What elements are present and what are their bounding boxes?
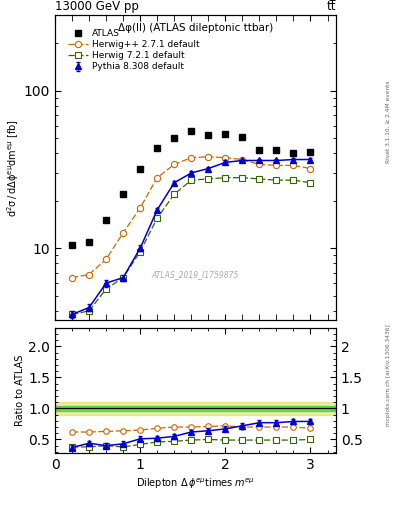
Bar [55, 406, 336, 411]
Bar [55, 402, 336, 415]
ATLAS [257, 147, 262, 153]
Text: tt̅: tt̅ [327, 0, 336, 13]
ATLAS [291, 150, 296, 156]
Herwig 7.2.1 default [291, 177, 296, 183]
Herwig++ 2.7.1 default [104, 256, 108, 262]
ATLAS [155, 145, 160, 152]
Herwig++ 2.7.1 default [291, 162, 296, 168]
Herwig 7.2.1 default [223, 175, 228, 181]
Herwig++ 2.7.1 default [70, 274, 74, 281]
ATLAS [240, 134, 245, 140]
ATLAS [172, 135, 176, 141]
ATLAS [223, 131, 228, 137]
Herwig 7.2.1 default [308, 180, 313, 186]
Herwig++ 2.7.1 default [240, 157, 245, 163]
Herwig 7.2.1 default [104, 286, 108, 292]
Herwig++ 2.7.1 default [257, 161, 262, 167]
Text: ATLAS_2019_I1759875: ATLAS_2019_I1759875 [152, 270, 239, 279]
Herwig 7.2.1 default [189, 177, 194, 183]
ATLAS [87, 239, 92, 245]
Herwig 7.2.1 default [274, 177, 279, 183]
Herwig++ 2.7.1 default [223, 155, 228, 161]
Herwig 7.2.1 default [121, 274, 125, 281]
ATLAS [104, 217, 108, 223]
Text: Rivet 3.1.10, ≥ 2.4M events: Rivet 3.1.10, ≥ 2.4M events [386, 81, 391, 163]
Herwig++ 2.7.1 default [274, 162, 279, 168]
Herwig 7.2.1 default [206, 176, 211, 182]
Herwig++ 2.7.1 default [138, 205, 143, 211]
Herwig++ 2.7.1 default [189, 155, 194, 161]
Y-axis label: Ratio to ATLAS: Ratio to ATLAS [15, 355, 26, 426]
Text: mcplots.cern.ch [arXiv:1306.3436]: mcplots.cern.ch [arXiv:1306.3436] [386, 324, 391, 426]
Herwig 7.2.1 default [70, 311, 74, 317]
X-axis label: Dilepton $\Delta\,\phi^{e\mu}$times $m^{e\mu}$: Dilepton $\Delta\,\phi^{e\mu}$times $m^{… [136, 476, 255, 490]
ATLAS [308, 148, 313, 155]
Herwig++ 2.7.1 default [206, 154, 211, 160]
Herwig++ 2.7.1 default [87, 271, 92, 278]
Herwig 7.2.1 default [138, 249, 143, 255]
Herwig++ 2.7.1 default [308, 165, 313, 172]
Text: 13000 GeV pp: 13000 GeV pp [55, 0, 139, 13]
ATLAS [274, 147, 279, 153]
Line: Herwig 7.2.1 default: Herwig 7.2.1 default [69, 175, 314, 317]
Herwig++ 2.7.1 default [121, 230, 125, 236]
Y-axis label: $\rm d^2\sigma\,/\,d\Delta\phi^{e\mu}dm^{e\mu}$ [fb]: $\rm d^2\sigma\,/\,d\Delta\phi^{e\mu}dm^… [5, 119, 21, 217]
Herwig 7.2.1 default [257, 176, 262, 182]
ATLAS [121, 191, 125, 197]
Line: Herwig++ 2.7.1 default: Herwig++ 2.7.1 default [69, 154, 314, 281]
Herwig 7.2.1 default [172, 191, 176, 197]
ATLAS [138, 165, 143, 172]
Text: Δφ(ll) (ATLAS dileptonic ttbar): Δφ(ll) (ATLAS dileptonic ttbar) [118, 23, 273, 33]
Herwig 7.2.1 default [155, 215, 160, 221]
ATLAS [189, 129, 194, 135]
Legend: ATLAS, Herwig++ 2.7.1 default, Herwig 7.2.1 default, Pythia 8.308 default: ATLAS, Herwig++ 2.7.1 default, Herwig 7.… [65, 26, 202, 74]
Herwig++ 2.7.1 default [155, 175, 160, 181]
ATLAS [206, 132, 211, 138]
Herwig++ 2.7.1 default [172, 161, 176, 167]
Herwig 7.2.1 default [240, 175, 245, 181]
ATLAS [70, 242, 74, 248]
Line: ATLAS: ATLAS [68, 128, 314, 248]
Herwig 7.2.1 default [87, 308, 92, 314]
